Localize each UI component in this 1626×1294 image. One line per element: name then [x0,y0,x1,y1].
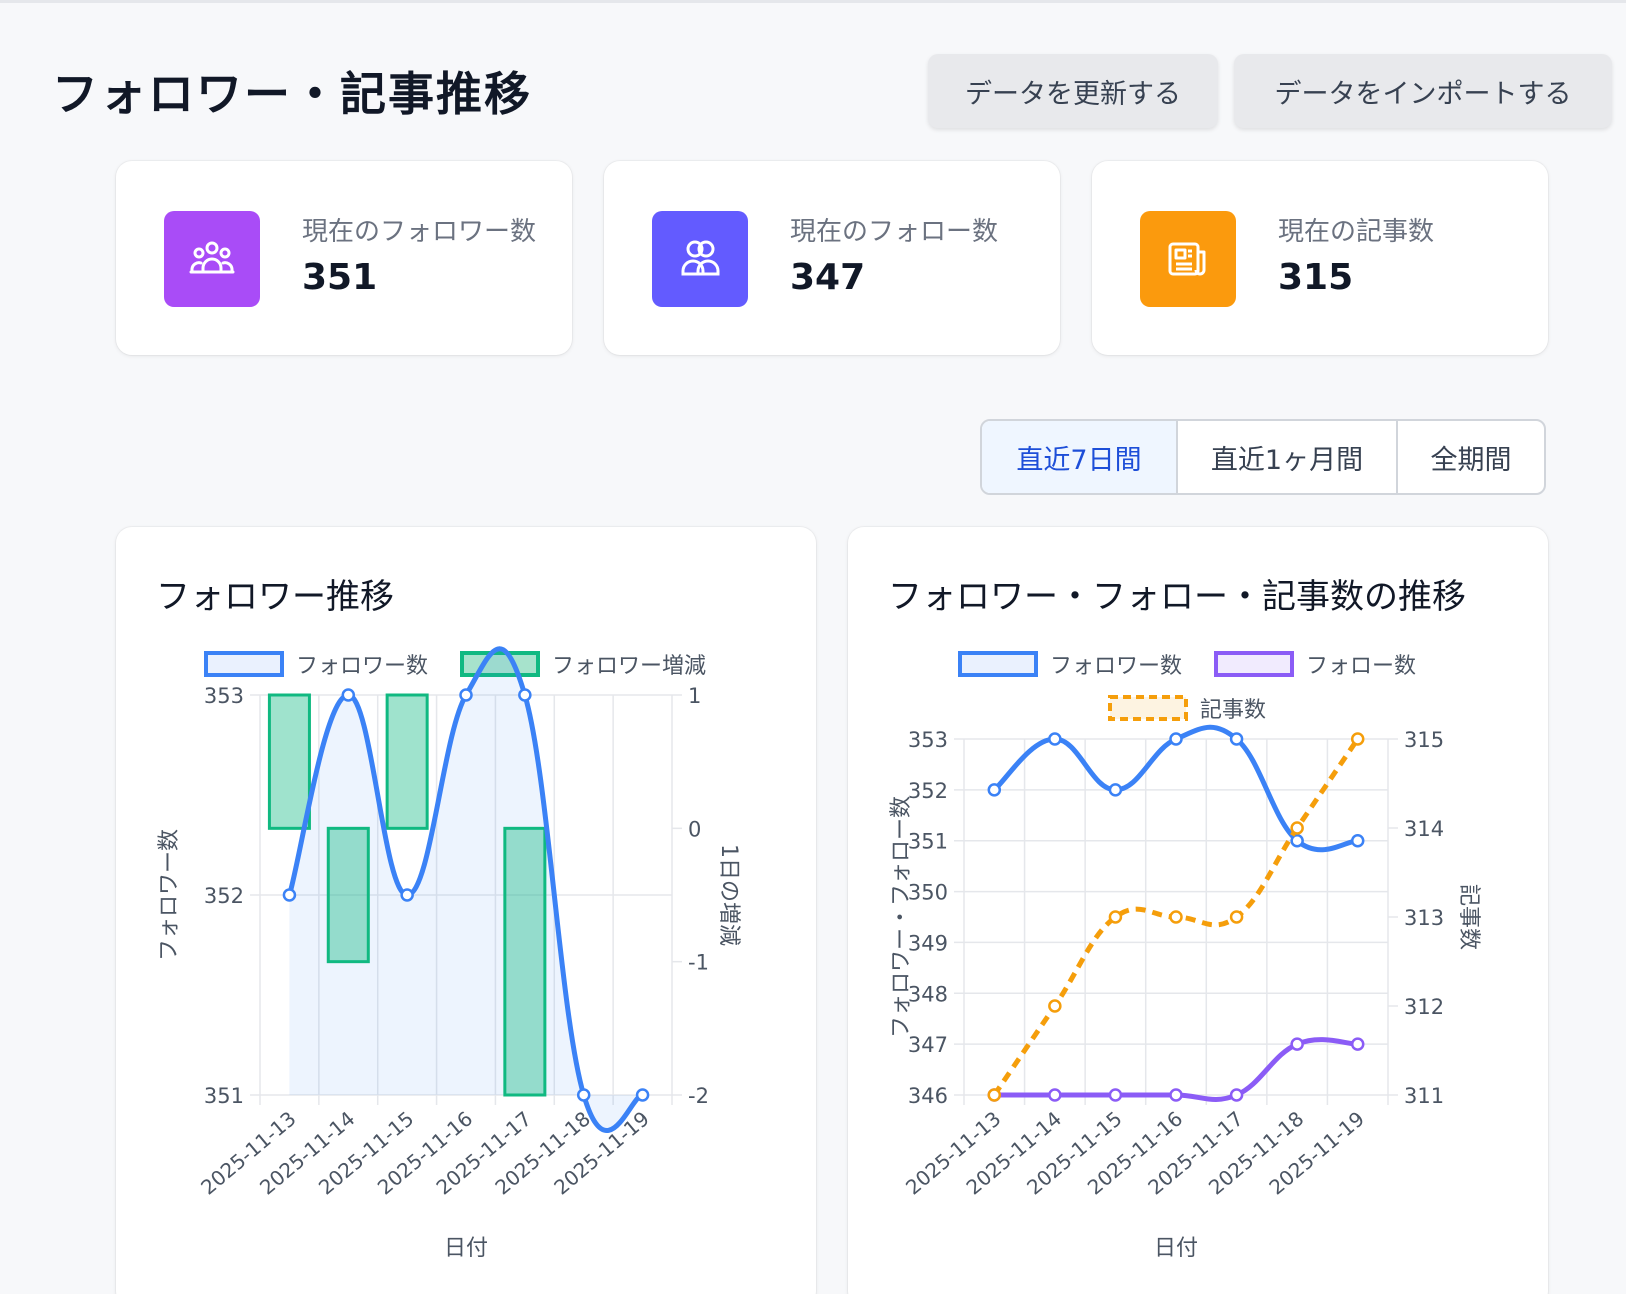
combined-trend-chart-card: フォロワー・フォロー・記事数の推移 353 352 351 350 349 348 347 3… [848,527,1548,1294]
y-right-tick-label: 311 [1404,1084,1444,1108]
y-right-tick-label: 0 [688,817,701,841]
series-point [1169,1088,1183,1102]
y-right-tick-label: 312 [1404,995,1444,1019]
y-left-axis-title: フォロワー・フォロー数 [889,796,914,1038]
combined-trend-chart: 3533523513503493483473463153143133123112… [889,651,1481,1261]
import-data-button[interactable]: データをインポートする [1234,54,1612,128]
y-left-axis-title: フォロワー数 [157,829,182,961]
stat-label: 現在の記事数 [1278,217,1435,247]
stat-card-following: 現在のフォロー数 347 [604,161,1060,355]
period-1month[interactable]: 直近1ヶ月間 [1178,421,1398,493]
y-left-tick-label: 348 [908,982,948,1006]
y-left-tick-label: 353 [204,684,244,708]
series-point [987,783,1002,797]
series-point [1048,1088,1062,1102]
chart-title: フォロワー・フォロー・記事数の推移 [888,577,1466,617]
legend-label: フォロワー数 [1050,654,1182,679]
series-point [1350,1037,1365,1051]
follower-delta-bar [326,826,370,964]
y-left-tick-label: 350 [908,881,948,905]
followers-point [518,688,532,702]
series-point [1169,910,1183,924]
y-left-tick-label: 351 [908,830,948,854]
legend-label: フォロワー増減 [552,654,706,679]
followers-point [400,888,414,902]
follower-delta-bar [385,693,429,830]
series-point [1290,833,1304,848]
series-point [1048,732,1062,746]
y-left-tick-label: 351 [204,1084,244,1108]
y-left-tick-label: 349 [908,931,948,955]
series-point [1350,732,1365,746]
y-right-tick-label: 315 [1404,728,1444,752]
followers-point [635,1088,650,1102]
x-axis-title: 日付 [1154,1236,1198,1261]
period-selector: 直近7日間 直近1ヶ月間 全期間 [980,419,1546,495]
stat-value: 347 [790,257,866,298]
followers-point [341,688,356,702]
refresh-data-button[interactable]: データを更新する [928,54,1218,128]
y-left-tick-label: 352 [908,779,948,803]
series-point [1108,783,1123,797]
stat-label: 現在のフォロー数 [790,217,999,247]
series-point [1229,732,1244,746]
legend-swatch [958,651,1038,677]
chart-title: フォロワー推移 [156,577,394,617]
y-right-axis-title: 記事数 [1456,884,1481,950]
stat-label: 現在のフォロワー数 [302,217,537,247]
series-point [1229,910,1244,924]
y-left-tick-label: 352 [204,884,244,908]
follower-trend-chart-card: フォロワー推移 353 352 351 1 0 -1 -2 2025-11-13 2025-11… [116,527,816,1294]
followers-point [576,1088,591,1102]
top-border [0,0,1626,3]
series-point [1108,1088,1123,1102]
article-icon [1140,211,1236,307]
y-left-tick-label: 347 [908,1033,948,1057]
following-icon [652,211,748,307]
series-point [1169,732,1183,746]
legend-label: 記事数 [1200,698,1266,723]
x-axis-title: 日付 [444,1236,488,1261]
legend-swatch [204,651,284,677]
legend-swatch [1108,695,1188,721]
follower-trend-chart: 35335235110-1-22025-11-132025-11-142025-… [157,646,741,1261]
followers-point [459,688,473,702]
stat-card-followers: 現在のフォロワー数 351 [116,161,572,355]
stat-value: 315 [1278,257,1354,298]
legend-swatch [1214,651,1294,677]
y-right-tick-label: 1 [688,684,701,708]
y-right-tick-label: 313 [1404,906,1444,930]
legend-label: フォロワー数 [296,654,428,679]
page-title: フォロワー・記事推移 [52,67,532,121]
series-point [1350,833,1365,848]
followers-point [282,888,297,902]
y-left-tick-label: 353 [908,728,948,752]
followers-icon [164,211,260,307]
period-7days[interactable]: 直近7日間 [982,421,1178,493]
legend-label: フォロー数 [1306,654,1416,679]
y-right-axis-title: 1日の増減 [716,844,741,946]
follower-delta-bar [503,826,547,1097]
series-point [1290,821,1304,835]
series-point [1229,1088,1244,1102]
y-right-tick-label: -2 [688,1084,709,1108]
period-all[interactable]: 全期間 [1430,444,1512,476]
series-point [1048,999,1062,1013]
series-point [1108,910,1123,924]
y-right-tick-label: 314 [1404,817,1444,841]
y-right-tick-label: -1 [688,951,709,975]
stat-value: 351 [302,257,378,298]
follower-delta-bar [267,693,311,830]
series-point [1290,1037,1304,1051]
y-left-tick-label: 346 [908,1084,948,1108]
followers-area [289,648,643,1131]
stat-card-articles: 現在の記事数 315 [1092,161,1548,355]
series-point [987,1088,1002,1102]
